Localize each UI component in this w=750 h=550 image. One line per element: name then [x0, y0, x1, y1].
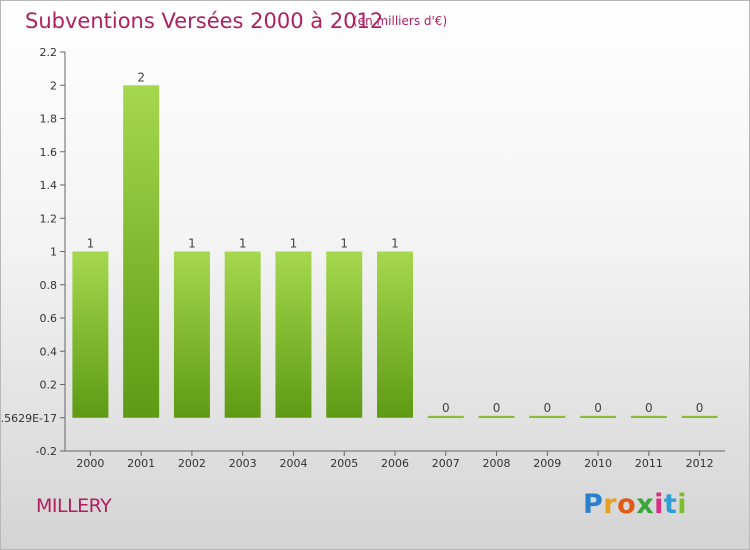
value-label-2012: 0 — [696, 401, 704, 415]
value-label-2009: 0 — [543, 401, 551, 415]
x-tick-label-2006: 2006 — [381, 457, 409, 470]
bar-2001 — [123, 85, 160, 418]
value-label-2011: 0 — [645, 401, 653, 415]
y-tick-label: 1.4 — [40, 179, 58, 192]
value-label-2003: 1 — [239, 237, 247, 251]
bar-2011 — [630, 415, 667, 418]
y-tick-label: 1.6 — [40, 146, 58, 159]
bar-2007 — [427, 415, 464, 418]
bar-2006 — [377, 251, 413, 418]
x-tick-label-2010: 2010 — [584, 457, 612, 470]
bar-2003 — [224, 251, 261, 418]
logo-letter: i — [654, 489, 664, 520]
x-tick-label-2005: 2005 — [330, 457, 358, 470]
bar-2005 — [326, 251, 363, 418]
y-tick-label: 0.4 — [40, 345, 58, 358]
x-tick-label-2000: 2000 — [76, 457, 104, 470]
x-tick-label-2011: 2011 — [635, 457, 663, 470]
logo-letter: i — [677, 489, 688, 520]
x-tick-label-2007: 2007 — [432, 457, 460, 470]
x-tick-label-2009: 2009 — [533, 457, 561, 470]
bar-2004 — [275, 251, 312, 418]
y-tick-label: 0.2 — [40, 379, 58, 392]
logo-letter: x — [636, 489, 655, 520]
logo-letter: t — [663, 489, 678, 520]
bar-2000 — [72, 251, 109, 418]
value-label-2002: 1 — [188, 237, 196, 251]
proxiti-logo: Proxiti — [583, 489, 687, 520]
logo-letter: o — [617, 489, 637, 520]
bar-2002 — [173, 251, 210, 418]
x-tick-label-2004: 2004 — [279, 457, 307, 470]
bar-2010 — [580, 415, 617, 418]
chart-subtitle: (en milliers d'€) — [353, 14, 448, 28]
y-tick-label: -1.5629E-17 — [1, 412, 57, 425]
value-label-2000: 1 — [87, 237, 95, 251]
logo-letter: P — [583, 489, 604, 520]
value-label-2006: 1 — [391, 237, 399, 251]
logo-letter: r — [603, 489, 618, 520]
x-tick-label-2002: 2002 — [178, 457, 206, 470]
bar-2012 — [681, 415, 718, 418]
value-label-2001: 2 — [137, 70, 145, 84]
value-label-2010: 0 — [594, 401, 602, 415]
value-label-2005: 1 — [340, 237, 348, 251]
bar-2009 — [529, 415, 566, 418]
y-tick-label: 1.2 — [40, 212, 58, 225]
value-label-2008: 0 — [493, 401, 501, 415]
x-tick-label-2001: 2001 — [127, 457, 155, 470]
y-tick-label: 1 — [50, 246, 57, 259]
y-tick-label: 2 — [50, 79, 57, 92]
commune-name: MILLERY — [36, 495, 112, 517]
y-tick-label: 0.8 — [40, 279, 58, 292]
y-tick-label: -0.2 — [36, 445, 57, 458]
bar-2008 — [478, 415, 515, 418]
x-tick-label-2012: 2012 — [686, 457, 714, 470]
y-tick-label: 2.2 — [40, 46, 58, 59]
y-tick-label: 0.6 — [40, 312, 58, 325]
x-tick-label-2008: 2008 — [483, 457, 511, 470]
y-tick-label: 1.8 — [40, 113, 58, 126]
chart-title: Subventions Versées 2000 à 2012 — [25, 9, 384, 33]
x-tick-label-2003: 2003 — [229, 457, 257, 470]
value-label-2004: 1 — [290, 237, 298, 251]
value-label-2007: 0 — [442, 401, 450, 415]
